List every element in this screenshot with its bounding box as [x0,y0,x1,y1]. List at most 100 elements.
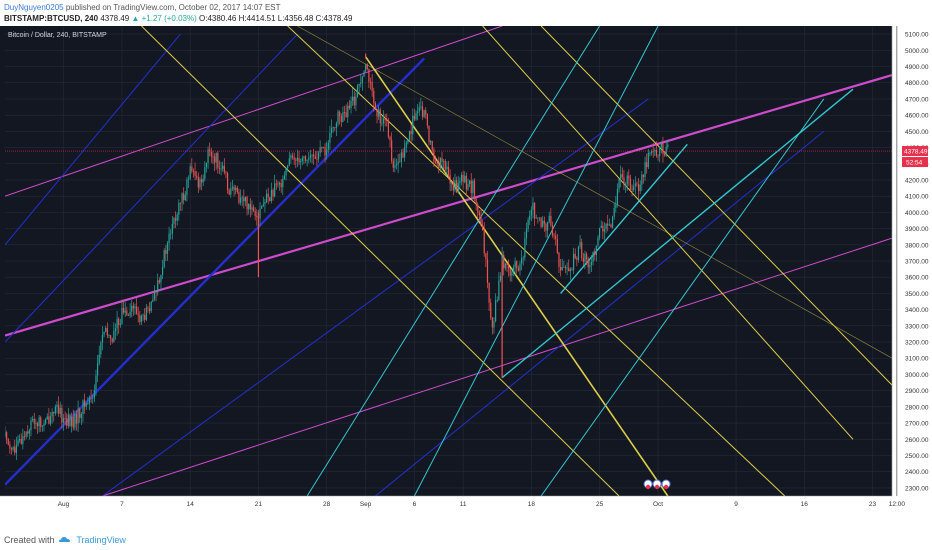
candle-body [205,163,208,168]
candle-body [352,96,354,101]
candle-body [150,301,152,312]
y-tick-label: 4700.00 [905,96,929,103]
candle-body [316,158,318,160]
candle-body [616,188,619,205]
candle-body [660,142,662,147]
candle-body [555,235,557,239]
candle-body [122,307,125,313]
candle-body [9,444,11,449]
candle-body [100,342,102,355]
candle-body [540,217,542,227]
candle-body [610,224,612,228]
candle-body [559,266,562,271]
candle-body [584,253,586,262]
candle-body [142,315,144,316]
candle-body [551,225,554,236]
x-tick-label: Aug [58,501,70,508]
candle-body [441,157,443,162]
candle-body [59,407,61,414]
candle-body [282,179,284,188]
x-tick-label: 18 [528,501,536,508]
candle-body [79,408,81,418]
candle-body [166,243,169,254]
x-tick-label: 6 [413,501,417,508]
candle-body [449,174,451,184]
candle-body [530,209,532,216]
candle-body [127,315,130,317]
candle-body [358,84,360,86]
candle-body [116,318,118,329]
candle-body [439,157,441,168]
candle-body [327,142,329,150]
candle-body [535,217,537,219]
candle-body [158,280,160,283]
candle-body [430,141,432,143]
author-link[interactable]: DuyNguyen0205 [4,3,64,12]
candle-body [384,118,386,120]
candle-body [342,112,344,123]
candle-body [88,397,91,404]
candle-body [452,182,454,191]
candle-body [394,165,396,168]
x-tick-label: 16 [801,501,809,508]
candle-body [587,259,589,268]
candle-body [595,245,597,256]
candle-body [343,112,346,113]
candle-body [90,397,92,399]
candle-body [550,215,552,226]
candle-body [12,447,14,450]
candle-body [534,202,536,219]
candle-body [212,156,214,158]
candle-body [36,423,39,427]
candle-body [353,96,355,106]
candle-body [33,418,35,424]
candle-body [217,152,219,168]
candle-body [209,149,211,152]
candle-body [611,216,614,228]
published-text: published on TradingView.com, October 02… [65,3,281,12]
candle-body [210,151,212,157]
candle-body [373,90,375,104]
candle-body [615,204,617,208]
candle-body [207,149,209,164]
candle-body [27,431,29,434]
tradingview-brand[interactable]: TradingView [76,535,126,545]
candle-body [118,318,120,325]
candle-body [92,397,94,399]
candle-body [126,310,128,316]
candle-body [514,261,516,268]
candle-body [153,290,156,300]
candle-body [277,183,279,185]
price-chart[interactable]: 2300.00 2400.00 2500.00 2600.00 2700.00 2800.… [0,26,932,528]
candle-body [506,263,508,265]
y-tick-label: 2600.00 [905,437,929,444]
trendline-magenta [5,26,503,197]
candle-body [605,223,607,229]
candle-body [420,106,422,108]
candle-body [191,166,193,172]
candle-body [85,403,87,407]
trendline-cyan [540,98,825,496]
candle-body [275,183,277,185]
candle-body [309,155,312,158]
candle-body [641,174,643,185]
candle-body [462,174,464,183]
event-icon-dot [645,484,651,490]
candle-body [140,315,143,322]
y-tick-label: 3000.00 [905,372,929,379]
candle-body [624,184,627,186]
candle-body [194,171,196,176]
candle-body [387,120,389,137]
candle-body [246,197,248,210]
candle-body [204,167,206,179]
candle-body [556,238,558,253]
candle-body [498,280,500,300]
candle-body [413,115,415,120]
candle-body [473,180,476,199]
candle-body [361,76,363,83]
candle-body [339,111,341,117]
candle-body [490,302,492,318]
candle-body [495,300,497,322]
y-tick-label: 4900.00 [905,64,929,71]
candle-body [300,160,302,163]
